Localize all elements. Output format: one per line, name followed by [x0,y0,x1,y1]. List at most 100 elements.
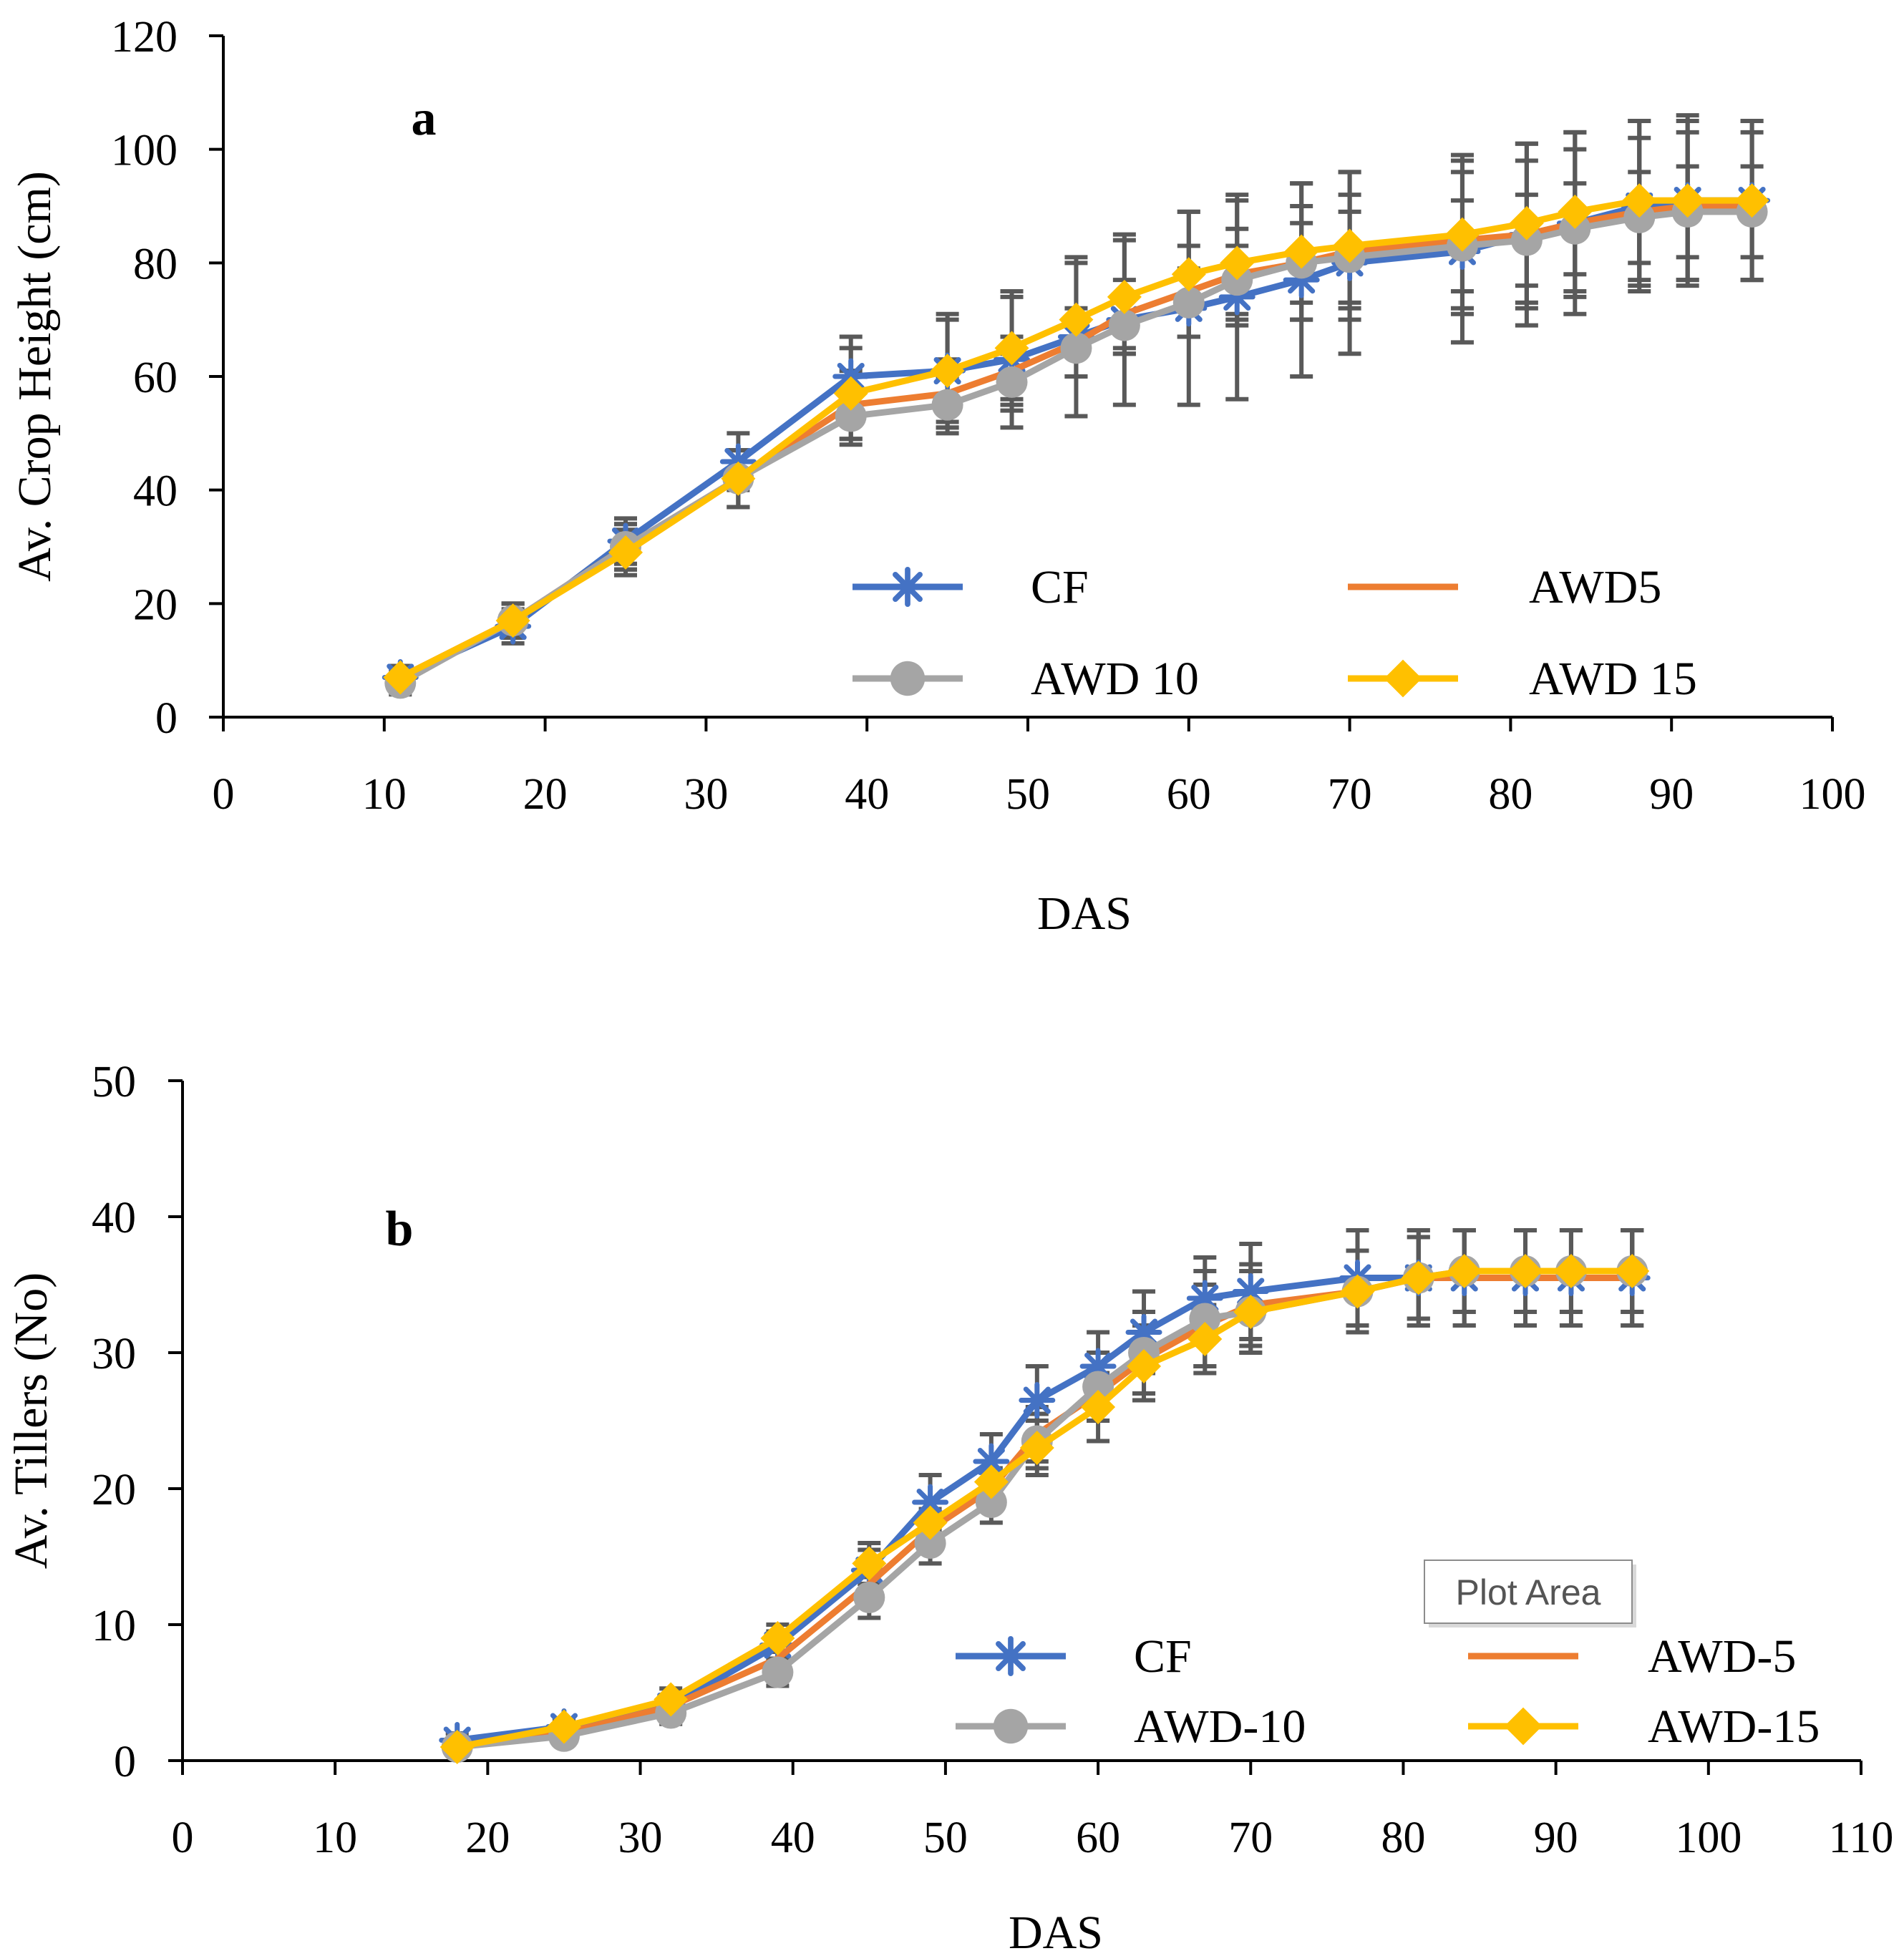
chart-b-x-tick-label: 70 [1228,1814,1273,1862]
chart-b-point-awd-10 [762,1656,794,1688]
chart-b-point-awd-15 [439,1730,475,1764]
chart-a-x-tick-label: 10 [362,770,407,819]
chart-b-point-awd-10 [1189,1303,1221,1335]
chart-a-point-awd-10 [1108,309,1140,341]
chart-a-point-awd-15 [495,603,530,638]
chart-a-x-tick-label: 20 [523,770,568,819]
chart-b-x-tick-label: 40 [771,1814,815,1862]
chart-b-line-awd-5 [457,1275,1633,1751]
chart-b-series-awd-5 [457,1275,1633,1751]
chart-b-x-tick-label: 80 [1381,1814,1425,1862]
chart-a-point-awd-15 [833,376,868,411]
chart-a-y-tick-label: 20 [133,580,178,629]
chart-a-point-awd-10 [1172,286,1205,318]
chart-b-legend-item-awd-10: AWD-10 [956,1700,1306,1753]
chart-b-point-awd-15 [546,1709,581,1744]
tooltip-text: Plot Area [1456,1572,1601,1612]
chart-b-y-tick-label: 20 [92,1466,136,1514]
chart-b-legend-label: AWD-5 [1648,1630,1796,1683]
chart-a-x-axis-title: DAS [1037,887,1132,940]
chart-a-x-tick-label: 40 [845,770,889,819]
chart-a-point-awd-15 [1444,217,1480,252]
chart-b-point-awd-15 [913,1505,948,1540]
chart-b-x-tick-label: 20 [465,1814,510,1862]
chart-a-point-awd-15 [1558,194,1593,229]
chart-a-point-awd-15 [721,461,756,496]
chart-a-x-tick-label: 50 [1006,770,1050,819]
tooltip-box [1424,1560,1633,1624]
chart-a-panel-label: a [412,91,437,146]
chart-b-y-tick-label: 0 [114,1738,136,1786]
chart-b-series-awd-10 [441,1255,1648,1763]
chart-b-point-awd-15 [852,1546,887,1581]
chart-b-legend-marker [993,1708,1029,1744]
chart-b-x-tick-label: 60 [1076,1814,1120,1862]
chart-a-legend-marker [1384,659,1422,698]
chart-a-point-awd-15 [1220,245,1255,281]
chart-b-x-tick-label: 100 [1675,1814,1742,1862]
chart-a-y-tick-label: 60 [133,354,178,402]
chart-b-x-tick-label: 110 [1829,1814,1894,1862]
chart-b-legend-label: CF [1134,1630,1192,1683]
chart-a-legend-label: CF [1031,561,1089,613]
chart-b-legend: CF AWD-5 AWD-10 AWD-15 [956,1630,1820,1753]
chart-b-series-cf [439,1260,1651,1758]
chart-b-x-tick-label: 10 [313,1814,357,1862]
chart-b-series-awd-15 [439,1254,1650,1764]
chart-a-x-tick-label: 80 [1488,770,1533,819]
chart-a-point-awd-10 [996,366,1028,398]
chart-a-point-awd-10 [931,389,963,421]
chart-b-point-awd-10 [1082,1371,1114,1403]
chart-b-x-tick-label: 30 [618,1814,663,1862]
chart-b-point-awd-15 [1081,1390,1116,1424]
chart-b-tooltip: Plot Area [1424,1560,1636,1627]
chart-b: 0 10 20 30 40 50 0 10 20 30 40 50 60 70 80 90 100 110 DAS A… [5,1058,1893,1956]
chart-b-point-awd-15 [1340,1274,1375,1309]
chart-a-point-awd-15 [1171,257,1206,292]
chart-b-line-awd-10 [457,1267,1633,1751]
chart-a-legend-label: AWD5 [1529,561,1661,613]
chart-b-point-awd-15 [1127,1349,1162,1383]
chart-b-point-awd-15 [760,1621,795,1655]
chart-b-legend-label: AWD-15 [1648,1700,1820,1753]
chart-a-x-tick-label: 70 [1328,770,1372,819]
chart-a-point-awd-15 [1332,228,1367,263]
chart-b-point-awd-15 [1233,1295,1268,1329]
chart-a-point-awd-15 [1734,183,1769,218]
chart-a: 0 20 40 60 80 100 120 0 10 20 30 40 50 60 70 80 90 100 DAS… [9,13,1866,940]
chart-a-x-tick-label: 90 [1649,770,1694,819]
chart-b-point-awd-15 [1187,1322,1223,1356]
chart-b-point-awd-15 [1553,1254,1588,1288]
chart-b-point-awd-10 [914,1527,946,1559]
chart-b-error-bars [445,1228,1644,1756]
chart-b-y-axis-title: Av. Tillers (No) [5,1273,57,1569]
chart-b-x-tick-label: 90 [1534,1814,1578,1862]
chart-b-point-awd-15 [1019,1431,1054,1465]
chart-a-point-awd-15 [930,354,965,389]
chart-b-y-tick-label: 40 [92,1194,136,1242]
chart-a-series-awd-15 [383,183,1769,695]
chart-b-line-cf [457,1275,1633,1743]
chart-b-legend-marker [1504,1707,1543,1746]
chart-a-y-tick-label: 80 [133,240,178,288]
chart-a-x-tick-label: 60 [1167,770,1211,819]
chart-a-x-tick-label: 100 [1799,770,1866,819]
chart-b-y-tick-label: 30 [92,1330,136,1378]
chart-a-point-awd-15 [383,660,418,695]
chart-b-point-awd-15 [1401,1260,1436,1295]
chart-a-point-awd-15 [1670,183,1705,218]
chart-b-panel-label: b [386,1202,414,1257]
chart-b-y-tick-label: 10 [92,1602,136,1650]
chart-a-point-awd-10 [835,400,867,432]
chart-a-legend-label: AWD 15 [1529,653,1697,705]
chart-a-point-awd-15 [1622,183,1657,218]
chart-b-point-awd-10 [853,1582,885,1613]
chart-b-x-axis-title: DAS [1009,1907,1103,1956]
chart-b-legend-marker [990,1635,1031,1677]
chart-b-point-cf [1019,1382,1056,1419]
chart-b-legend-label: AWD-10 [1134,1700,1306,1753]
chart-b-point-awd-10 [975,1487,1007,1518]
chart-a-point-awd-15 [1509,205,1544,240]
chart-a-legend-label: AWD 10 [1031,653,1199,705]
